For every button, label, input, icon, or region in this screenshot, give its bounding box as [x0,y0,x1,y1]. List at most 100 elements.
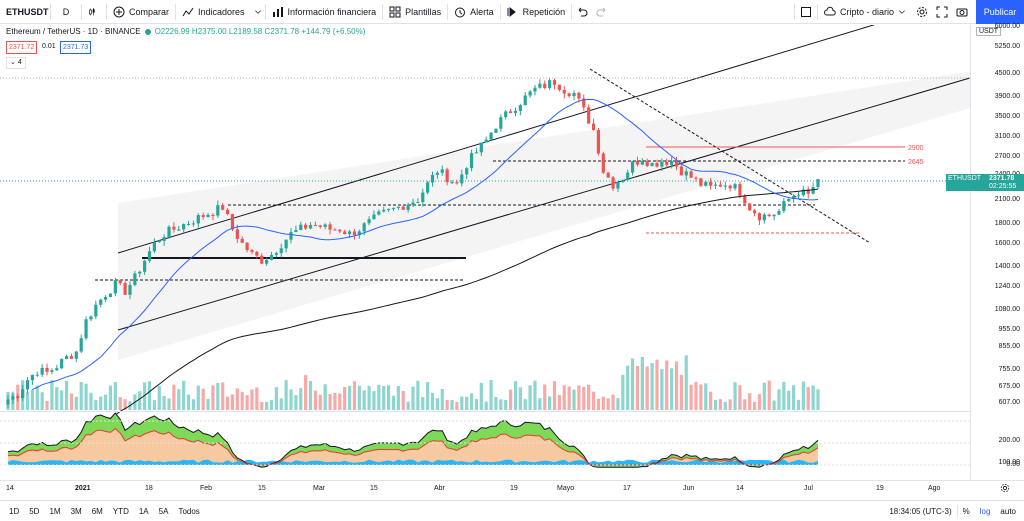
volume-bar [362,390,366,410]
volume-bar [313,390,318,410]
range-button[interactable]: YTD [112,506,129,516]
replay-button[interactable]: Repetición [501,0,572,24]
candle-body [250,250,254,252]
volume-bar [674,361,679,410]
legend-title[interactable]: Ethereum / TetherUS · 1D · BINANCE [6,27,141,36]
candle-body [792,196,796,199]
volume-bar [508,389,513,410]
volume-bar [74,396,78,410]
bar-style-button[interactable] [82,0,106,24]
undo-button[interactable] [572,0,592,24]
candle-body [201,215,205,218]
candle-body [533,87,537,92]
indicators-dropdown[interactable] [251,0,265,24]
candle-body [504,111,508,118]
candle-body [274,253,278,255]
alert-button[interactable]: Alerta [448,0,500,24]
time-scale[interactable]: 14 2021 18 Feb 15 Mar 15 Abr 19 Mayo 17 Jun 14 Jul 19 A… [0,480,1024,500]
candle-body [133,273,137,285]
alarm-clock-icon [455,7,466,17]
log-toggle[interactable]: log [979,506,991,516]
gear-icon [1000,483,1010,493]
compare-button[interactable]: Comparar [107,0,175,24]
currency-label[interactable]: USDT [976,27,1002,36]
volume-bar [367,385,371,410]
volume-bar [460,396,464,410]
range-button[interactable]: 5A [158,506,169,516]
candle-body [411,202,415,205]
range-button[interactable]: 5D [29,506,40,516]
candle-body [279,248,283,254]
range-button[interactable]: Todos [178,506,200,516]
candle-body [172,226,176,230]
indicators-button[interactable]: Indicadores [176,0,251,24]
time-label: Jun [683,485,695,492]
candle-body [147,251,152,261]
volume-bar [743,399,747,410]
ask-price[interactable]: 2371.73 [60,41,92,54]
bid-price[interactable]: 2371.72 [6,41,38,54]
volume-bar [796,399,801,410]
candle-body [11,396,15,400]
price-scale[interactable]: USDT 6000.00 5250.00 4500.00 3900.00 3500.00… [946,23,1024,480]
redo-button[interactable] [592,0,612,24]
range-button[interactable]: 3M [70,506,82,516]
templates-button[interactable]: Plantillas [383,0,447,24]
volume-bar [69,393,74,410]
percent-toggle[interactable]: % [962,506,970,516]
moving-average-short[interactable] [32,98,819,390]
candle-body [606,172,610,178]
pane-divider[interactable] [0,411,970,412]
candle-body [752,210,757,214]
symbol-search[interactable]: ETHUSDT [6,6,49,17]
layout-button[interactable]: Cripto - diario [818,0,912,24]
fullscreen-toggle[interactable] [795,0,817,24]
channel-upper-line[interactable] [117,19,891,254]
channel-lower-line[interactable] [117,74,981,331]
candle-body [260,255,264,264]
candle-body [99,299,103,305]
chart-pane[interactable]: 2900 2645 [0,19,981,480]
volume-bar [709,391,713,410]
snapshot-button[interactable] [952,0,972,24]
settings-button[interactable] [1000,483,1010,496]
candle-body [796,195,801,197]
candle-body [684,171,688,176]
volume-bar [533,380,537,410]
candle-body [387,208,391,210]
interval-button[interactable]: D [62,6,70,17]
time-label: Feb [200,485,213,492]
settings-button[interactable] [912,0,932,24]
fullscreen-button[interactable] [932,0,952,24]
candle-body [806,189,810,194]
financials-button[interactable]: Información financiera [266,0,383,24]
publish-button[interactable]: Publicar [976,0,1024,24]
candle-body [225,209,230,215]
candle-body [660,161,664,167]
range-button[interactable]: 1D [9,506,20,516]
range-button[interactable]: 1M [49,506,61,516]
oscillator-pane[interactable] [0,412,970,468]
candle-body [16,396,20,399]
indicators-collapse[interactable]: ⌄ 4 [6,57,26,69]
range-button[interactable]: 6M [91,506,103,516]
price-label: 1400.00 [994,263,1020,270]
volume-bar [587,384,591,410]
price-chart[interactable]: 2900 2645 [0,19,981,480]
volume-bar [606,398,610,410]
candle-body [582,98,586,108]
volume-bar [357,385,361,410]
auto-toggle[interactable]: auto [1000,506,1016,516]
candle-body [299,224,303,231]
volume-bar [416,380,420,410]
volume-bar [235,388,239,410]
candle-body [235,229,239,239]
candle-body [352,231,357,236]
price-label: 2100.00 [994,196,1020,203]
time-label: 14 [6,485,14,492]
range-button[interactable]: 1A [138,506,149,516]
moving-average-long[interactable] [80,188,819,444]
candle-body [460,174,464,184]
candle-body [435,172,439,175]
clock[interactable]: 18:34:05 (UTC-3) [889,506,952,516]
